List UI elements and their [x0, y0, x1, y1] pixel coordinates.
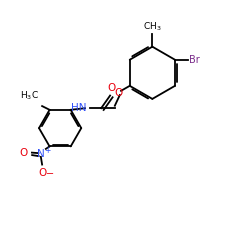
Text: HN: HN: [72, 103, 87, 113]
Text: CH$_3$: CH$_3$: [143, 20, 162, 33]
Text: +: +: [44, 146, 51, 156]
Text: O: O: [108, 82, 116, 92]
Text: H$_3$C: H$_3$C: [20, 90, 39, 102]
Text: O: O: [38, 168, 46, 178]
Text: O: O: [20, 148, 28, 158]
Text: O: O: [114, 88, 123, 98]
Text: N: N: [37, 149, 45, 159]
Text: Br: Br: [189, 55, 200, 65]
Text: −: −: [46, 168, 54, 178]
